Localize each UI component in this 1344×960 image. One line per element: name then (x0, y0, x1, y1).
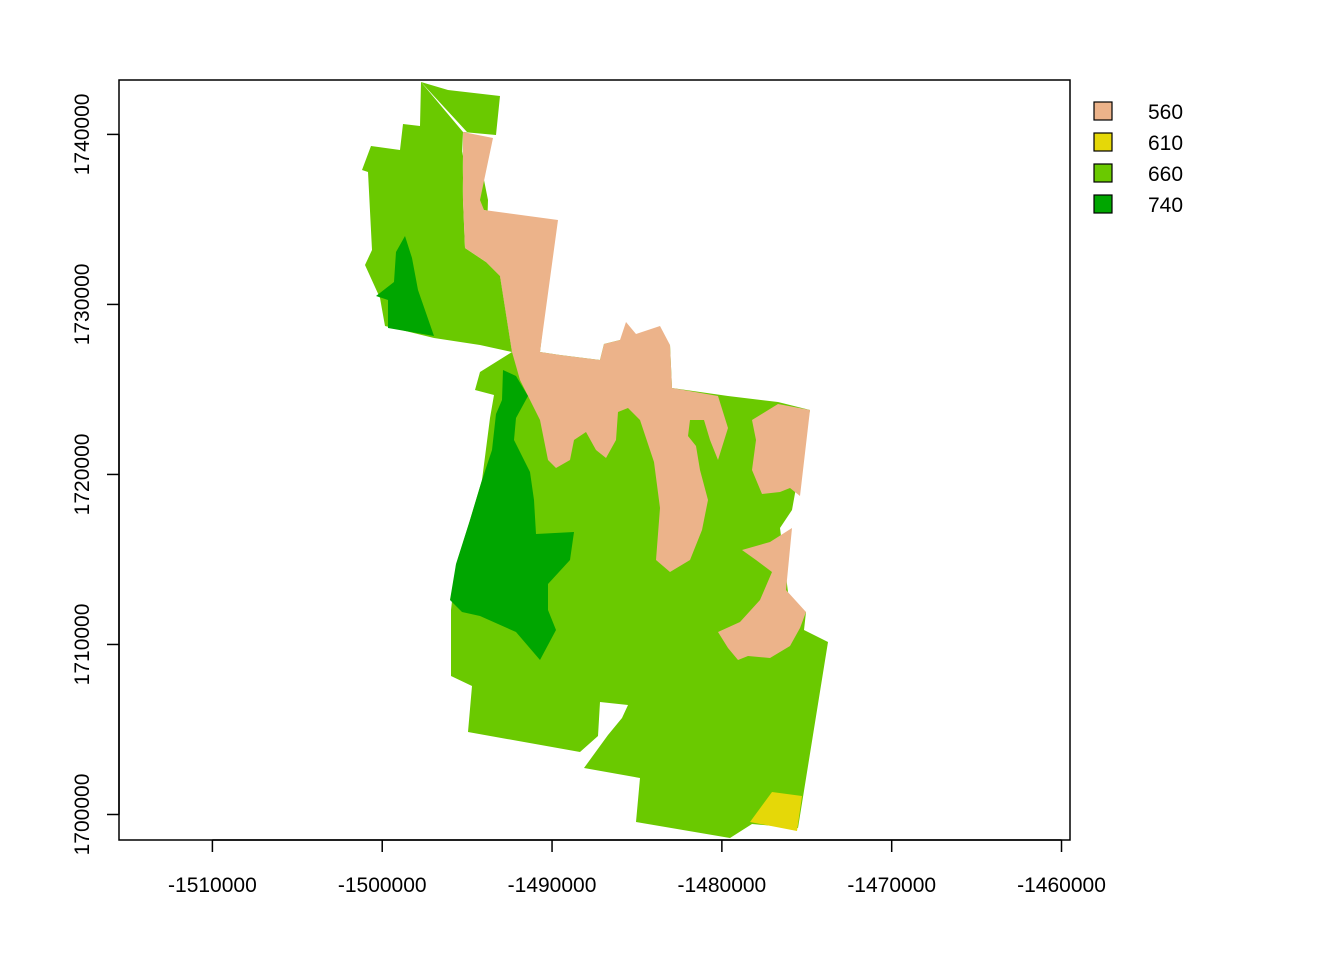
region-560 (463, 132, 728, 572)
legend-swatch (1093, 132, 1113, 152)
legend-swatch (1093, 101, 1113, 121)
region-740 (376, 236, 434, 336)
y-tick-label: 1710000 (71, 604, 94, 686)
y-tick-label: 1720000 (71, 434, 94, 516)
x-tick-label: -1470000 (847, 874, 936, 897)
x-tick-label: -1460000 (1017, 874, 1106, 897)
legend-swatch (1093, 163, 1113, 183)
y-tick-label: 1740000 (71, 94, 94, 176)
region-740 (450, 370, 574, 660)
legend: 560 610 660 740 (1093, 101, 1183, 217)
y-axis: 1700000 1710000 1720000 1730000 1740000 (71, 94, 120, 856)
legend-label: 610 (1148, 132, 1183, 155)
map-regions (362, 82, 828, 838)
legend-label: 660 (1148, 163, 1183, 186)
x-tick-label: -1490000 (508, 874, 597, 897)
region-560 (718, 528, 806, 660)
x-tick-label: -1510000 (168, 874, 257, 897)
y-tick-label: 1730000 (71, 264, 94, 346)
y-tick-label: 1700000 (71, 774, 94, 856)
x-axis: -1510000 -1500000 -1490000 -1480000 -1470000… (168, 839, 1106, 897)
x-tick-label: -1500000 (338, 874, 427, 897)
region-560 (752, 404, 810, 496)
legend-label: 560 (1148, 101, 1183, 124)
legend-label: 740 (1148, 194, 1183, 217)
x-tick-label: -1480000 (677, 874, 766, 897)
legend-swatch (1093, 194, 1113, 214)
region-610 (750, 792, 802, 831)
